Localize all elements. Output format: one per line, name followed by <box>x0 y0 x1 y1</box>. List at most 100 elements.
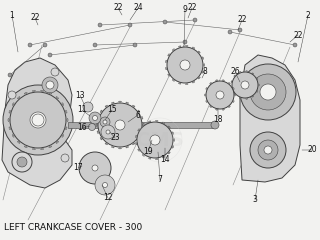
Ellipse shape <box>105 143 108 145</box>
Circle shape <box>128 23 132 27</box>
Text: 11: 11 <box>77 106 87 114</box>
Ellipse shape <box>100 138 102 140</box>
Ellipse shape <box>168 54 169 56</box>
Circle shape <box>238 28 242 32</box>
Text: 16: 16 <box>77 124 87 132</box>
Text: 17: 17 <box>73 163 83 173</box>
Ellipse shape <box>126 147 129 148</box>
Circle shape <box>241 81 249 89</box>
Ellipse shape <box>172 132 173 134</box>
Ellipse shape <box>100 110 102 112</box>
Ellipse shape <box>41 149 44 150</box>
Ellipse shape <box>206 101 207 102</box>
Ellipse shape <box>222 109 224 110</box>
Ellipse shape <box>9 110 10 113</box>
Ellipse shape <box>96 124 97 126</box>
Text: 15: 15 <box>107 106 117 114</box>
Ellipse shape <box>49 146 52 148</box>
Ellipse shape <box>168 74 169 76</box>
Ellipse shape <box>111 147 114 148</box>
Ellipse shape <box>132 143 135 145</box>
Circle shape <box>102 182 108 187</box>
Circle shape <box>250 74 286 110</box>
Text: 8: 8 <box>203 67 207 77</box>
Ellipse shape <box>231 81 232 83</box>
Ellipse shape <box>172 79 174 81</box>
Circle shape <box>206 81 234 109</box>
Ellipse shape <box>24 146 27 148</box>
Text: 1: 1 <box>10 11 14 19</box>
Ellipse shape <box>143 124 144 126</box>
Circle shape <box>193 18 197 22</box>
Circle shape <box>89 124 95 131</box>
Circle shape <box>103 120 107 124</box>
Ellipse shape <box>192 47 195 48</box>
Ellipse shape <box>257 91 258 92</box>
Ellipse shape <box>32 90 35 91</box>
Ellipse shape <box>111 102 114 103</box>
Ellipse shape <box>252 96 254 97</box>
Text: 12: 12 <box>103 193 113 203</box>
Text: 22: 22 <box>187 4 197 12</box>
Circle shape <box>250 132 286 168</box>
Ellipse shape <box>165 67 167 70</box>
Ellipse shape <box>210 83 212 84</box>
Ellipse shape <box>204 64 205 66</box>
Ellipse shape <box>163 122 165 124</box>
Ellipse shape <box>97 116 98 119</box>
Ellipse shape <box>67 119 68 121</box>
Ellipse shape <box>228 106 230 108</box>
Circle shape <box>89 112 101 124</box>
Ellipse shape <box>204 94 205 96</box>
Ellipse shape <box>172 146 173 148</box>
Circle shape <box>260 84 276 100</box>
Ellipse shape <box>32 149 35 150</box>
Ellipse shape <box>186 45 188 46</box>
Circle shape <box>98 23 102 27</box>
Circle shape <box>10 92 66 148</box>
Ellipse shape <box>234 94 235 95</box>
Circle shape <box>163 20 167 24</box>
Text: 26: 26 <box>230 67 240 77</box>
Circle shape <box>32 114 44 126</box>
Ellipse shape <box>138 110 140 112</box>
Circle shape <box>216 91 224 99</box>
Ellipse shape <box>138 149 140 151</box>
Ellipse shape <box>235 94 236 96</box>
Ellipse shape <box>142 155 144 156</box>
Text: 20: 20 <box>307 145 317 155</box>
Circle shape <box>264 146 272 154</box>
Circle shape <box>43 43 47 47</box>
Ellipse shape <box>179 46 181 47</box>
Ellipse shape <box>202 71 204 73</box>
Polygon shape <box>240 55 300 182</box>
Text: 22: 22 <box>113 4 123 12</box>
Text: CMS: CMS <box>136 131 184 150</box>
Text: 3: 3 <box>252 196 257 204</box>
Circle shape <box>100 117 110 127</box>
Circle shape <box>258 140 278 160</box>
Ellipse shape <box>168 152 170 154</box>
Circle shape <box>150 135 160 145</box>
Ellipse shape <box>18 97 20 99</box>
Ellipse shape <box>132 105 135 107</box>
Ellipse shape <box>239 97 241 99</box>
Ellipse shape <box>18 141 20 143</box>
Ellipse shape <box>62 103 64 105</box>
Circle shape <box>180 60 190 70</box>
Ellipse shape <box>246 71 248 72</box>
Circle shape <box>61 154 69 162</box>
Text: 23: 23 <box>110 133 120 143</box>
Circle shape <box>16 98 60 142</box>
Circle shape <box>232 72 258 98</box>
Ellipse shape <box>222 80 224 81</box>
Circle shape <box>92 115 98 120</box>
Text: 6: 6 <box>136 110 140 120</box>
Ellipse shape <box>198 77 200 79</box>
Ellipse shape <box>165 60 167 63</box>
Circle shape <box>8 73 12 77</box>
Ellipse shape <box>172 49 174 50</box>
Ellipse shape <box>233 101 234 102</box>
Ellipse shape <box>9 127 10 130</box>
Circle shape <box>240 64 296 120</box>
